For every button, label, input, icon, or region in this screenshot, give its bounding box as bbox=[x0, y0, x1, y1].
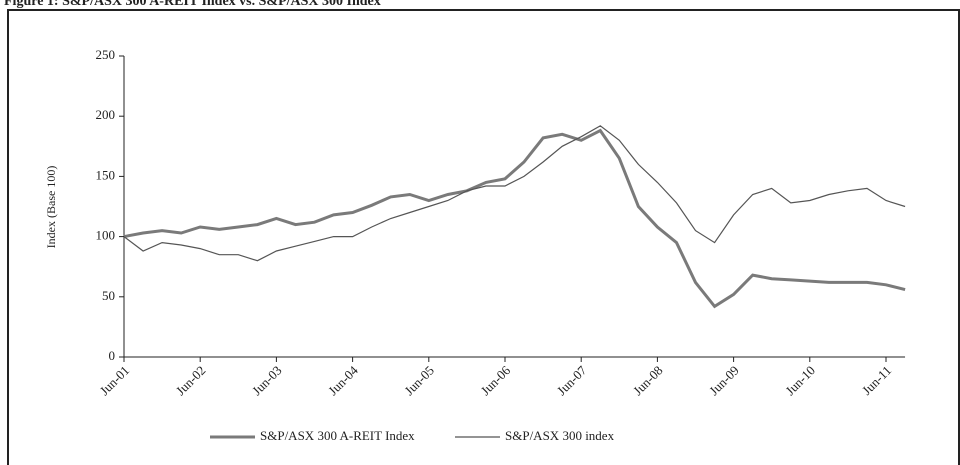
x-tick-label: Jun-05 bbox=[401, 363, 437, 399]
y-tick-label: 100 bbox=[96, 228, 116, 243]
legend-label: S&P/ASX 300 A-REIT Index bbox=[260, 428, 415, 443]
x-tick-label: Jun-03 bbox=[249, 363, 285, 399]
y-tick-label: 0 bbox=[109, 348, 116, 363]
frame bbox=[7, 9, 960, 465]
y-axis-label: Index (Base 100) bbox=[44, 166, 58, 249]
legend-label: S&P/ASX 300 index bbox=[505, 428, 615, 443]
chart-title: Figure 1: S&P/ASX 300 A-REIT Index vs. S… bbox=[4, 0, 381, 9]
x-tick-label: Jun-02 bbox=[173, 363, 209, 399]
y-tick-label: 150 bbox=[96, 167, 116, 182]
x-tick-label: Jun-07 bbox=[554, 362, 590, 398]
x-tick-label: Jun-01 bbox=[97, 363, 133, 399]
y-tick-label: 250 bbox=[96, 47, 116, 62]
y-tick-label: 50 bbox=[102, 288, 115, 303]
x-tick-label: Jun-09 bbox=[706, 363, 742, 399]
series-line bbox=[123, 125, 906, 262]
x-tick-label: Jun-11 bbox=[859, 363, 894, 398]
x-tick-label: Jun-04 bbox=[325, 362, 361, 398]
y-tick-label: 200 bbox=[96, 107, 116, 122]
series-line bbox=[123, 128, 906, 309]
x-tick-label: Jun-06 bbox=[478, 362, 514, 398]
x-tick-label: Jun-10 bbox=[782, 363, 818, 399]
x-tick-label: Jun-08 bbox=[630, 363, 666, 399]
